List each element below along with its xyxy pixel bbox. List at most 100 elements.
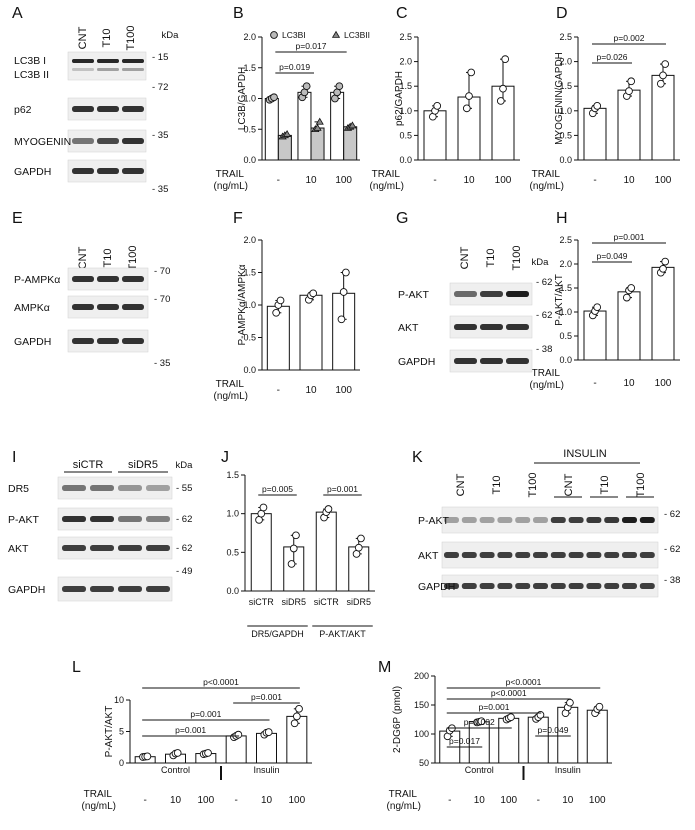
y-tick-label: 1.0 <box>226 509 239 519</box>
x-unit-label: (ng/mL) <box>530 380 564 391</box>
lane-label: CNT <box>77 246 89 269</box>
blot-row-label: GAPDH <box>398 356 435 368</box>
p-value-label: p<0.0001 <box>203 677 239 687</box>
blot-band <box>533 552 548 558</box>
data-point <box>622 293 631 302</box>
blot-band <box>62 586 86 592</box>
p-value-label: p=0.017 <box>449 736 480 746</box>
blot-band <box>97 68 119 71</box>
panel-letter-J: J <box>221 449 229 466</box>
y-tick-label: 0.5 <box>559 331 572 341</box>
y-tick-label: 0.0 <box>226 586 239 596</box>
data-point <box>295 704 303 713</box>
kda-marker: - 70 <box>154 294 170 305</box>
blot-band <box>604 583 620 589</box>
panel-letter-A: A <box>12 5 23 22</box>
data-point <box>507 713 515 722</box>
y-tick-label: 2.5 <box>399 32 412 42</box>
y-tick-label: 50 <box>419 758 429 768</box>
panel-letter-I: I <box>12 449 16 466</box>
x-tick-label: 10 <box>305 175 317 186</box>
data-point <box>499 84 507 93</box>
legend-label-lc3bii: LC3BII <box>344 30 370 40</box>
lane-label: T100 <box>511 245 523 270</box>
blot-band <box>622 583 637 589</box>
y-tick-label: 0.0 <box>243 365 256 375</box>
blot-band <box>622 517 637 523</box>
blot-band <box>461 517 477 523</box>
insulin-header: INSULIN <box>563 448 606 460</box>
kda-marker: - 38 <box>664 575 680 586</box>
data-point <box>465 92 473 100</box>
x-unit-label: (ng/mL) <box>82 801 116 812</box>
panel-letter-F: F <box>233 210 243 227</box>
y-tick-label: 1.0 <box>243 300 256 310</box>
data-point <box>627 284 636 292</box>
data-point <box>282 129 292 137</box>
y-tick-label: 2.0 <box>559 57 572 67</box>
kda-marker: - 62 <box>176 514 192 525</box>
y-tick-label: 0 <box>119 758 124 768</box>
blot-band <box>90 586 114 592</box>
blot-row-label: DR5 <box>8 483 29 495</box>
blot-band <box>122 168 144 174</box>
group-label: siDR5 <box>128 459 158 471</box>
lane-label: CNT <box>455 473 467 496</box>
y-tick-label: 0.5 <box>226 547 239 557</box>
blot-row-label: LC3B I <box>14 55 46 67</box>
lane-label: T100 <box>527 472 539 497</box>
blot-band <box>62 516 86 522</box>
blot-band <box>444 552 459 558</box>
blot-band <box>533 517 548 523</box>
data-point <box>595 702 604 711</box>
chart-D: 0.0 0.5 1.0 1.5 2.0 2.5 MYOGENIN/GAPDH p=0.002 p… <box>530 32 680 192</box>
data-point <box>467 68 476 77</box>
bar-2 <box>498 717 520 764</box>
blot-band <box>146 485 170 491</box>
y-axis-label: LC3B/GAPDH <box>237 67 248 130</box>
bar-2 <box>315 511 337 592</box>
kda-header: kDa <box>532 257 550 268</box>
chart-M: 50 100 150 200 2-DG6P (pmol) p<0.0001p<0.0001… <box>387 671 612 812</box>
x-tick-label: siCTR <box>249 597 274 607</box>
blot-band <box>461 583 477 589</box>
bar-LC3BI-1 <box>297 91 312 161</box>
blot-band <box>122 106 144 112</box>
data-point <box>292 712 301 721</box>
data-point <box>433 102 442 110</box>
y-tick-label: 2.0 <box>243 32 256 42</box>
x-tick-label: 100 <box>500 795 517 806</box>
bar-1 <box>299 294 323 371</box>
x-tick-label: 100 <box>335 385 352 396</box>
x-unit-label: (ng/mL) <box>214 391 248 402</box>
blot-band <box>97 168 119 174</box>
x-tick-label: 10 <box>305 385 317 396</box>
blot-band <box>72 138 94 144</box>
blot-E: CNT T10 T100 P-AMPKα - 70 AMPKα - 70 GAPDH - 35 <box>14 245 170 369</box>
blot-band <box>146 586 170 592</box>
blot-band <box>586 583 602 589</box>
x-header-label: TRAIL <box>216 169 245 180</box>
blot-band <box>533 583 548 589</box>
blot-band <box>97 138 119 144</box>
bar-LC3BII-1 <box>310 127 325 161</box>
blot-band <box>122 59 144 63</box>
blot-band <box>515 517 531 523</box>
data-point <box>477 717 486 726</box>
panel-letter-D: D <box>556 5 568 22</box>
data-point <box>659 71 667 80</box>
panel-letter-K: K <box>412 449 423 466</box>
blot-band <box>118 485 142 491</box>
blot-band <box>118 586 142 592</box>
blot-band <box>122 276 144 282</box>
blot-band <box>639 552 655 558</box>
y-tick-label: 1.5 <box>559 283 572 293</box>
group-label: Control <box>465 765 494 775</box>
y-axis-label: P-AKT/AKT <box>104 706 115 758</box>
data-point <box>264 728 273 736</box>
data-point <box>501 55 510 63</box>
blot-row-label: GAPDH <box>8 584 45 596</box>
data-point <box>289 544 298 553</box>
y-tick-label: 1.5 <box>243 268 256 278</box>
blot-band <box>122 138 144 144</box>
